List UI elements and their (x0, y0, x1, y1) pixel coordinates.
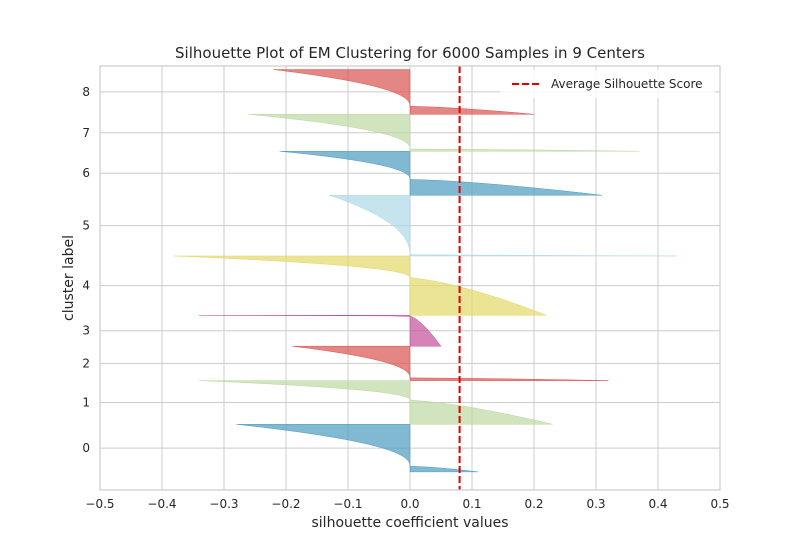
y-tick-label: 5 (82, 219, 90, 233)
x-tick-label: −0.1 (333, 497, 362, 511)
cluster-3-silhouette (199, 315, 442, 347)
x-tick-label: 0.5 (710, 497, 729, 511)
x-tick-label: −0.2 (271, 497, 300, 511)
x-tick-label: 0.3 (586, 497, 605, 511)
chart-title: Silhouette Plot of EM Clustering for 600… (175, 44, 645, 62)
y-tick-label: 0 (82, 441, 90, 455)
x-tick-label: 0.1 (462, 497, 481, 511)
x-tick-label: −0.3 (209, 497, 238, 511)
x-axis-ticks: −0.5 −0.4 −0.3 −0.2 −0.1 0.0 0.1 0.2 0.3 0.4 0.5 (85, 497, 729, 511)
cluster-2-silhouette (292, 345, 609, 381)
y-tick-label: 2 (82, 356, 90, 370)
axes-frame (99, 65, 721, 491)
x-tick-label: 0.0 (400, 497, 419, 511)
y-tick-label: 6 (82, 166, 90, 180)
axes-border (99, 65, 721, 491)
x-axis-label: silhouette coefficient values (312, 515, 509, 531)
x-tick-label: −0.4 (147, 497, 176, 511)
cluster-7-silhouette (248, 114, 640, 152)
cluster-5-silhouette (329, 195, 677, 257)
y-tick-label: 1 (82, 395, 90, 409)
cluster-1-silhouette (199, 380, 553, 425)
cluster-4-silhouette (174, 255, 547, 316)
x-tick-label: 0.4 (648, 497, 667, 511)
x-tick-label: −0.5 (85, 497, 114, 511)
y-tick-label: 3 (82, 324, 90, 338)
x-tick-label: 0.2 (524, 497, 543, 511)
y-axis-label: cluster label (61, 235, 77, 321)
y-tick-label: 4 (82, 279, 90, 293)
cluster-8-silhouette (273, 69, 535, 115)
legend-average-label: Average Silhouette Score (551, 77, 703, 91)
legend: Average Silhouette Score (500, 70, 715, 98)
y-tick-label: 8 (82, 85, 90, 99)
cluster-6-silhouette (279, 150, 603, 196)
y-axis-ticks: 0 1 2 3 4 5 6 7 8 (82, 85, 90, 455)
y-tick-label: 7 (82, 126, 90, 140)
cluster-silhouettes (174, 69, 677, 473)
cluster-0-silhouette (236, 424, 479, 473)
